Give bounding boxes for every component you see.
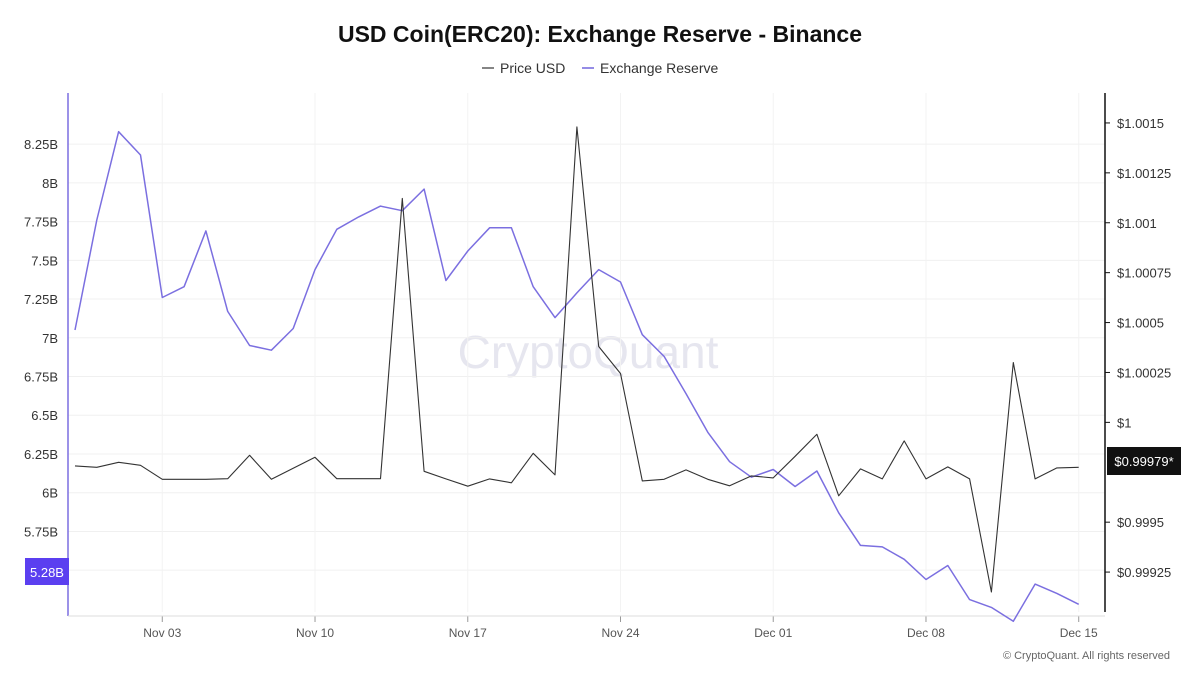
right-y-ticks: $0.99925 $0.9995 $1 $1.00025 $1.0005 $1.00075… (1105, 116, 1171, 580)
price-current-badge: $0.99979* (1107, 447, 1181, 475)
x-tick-label: Nov 17 (449, 626, 487, 640)
y-right-tick-label: $1.0015 (1117, 116, 1164, 131)
y-left-tick-label: 6B (42, 486, 58, 501)
y-left-tick-label: 7B (42, 331, 58, 346)
legend: Price USD Exchange Reserve (482, 60, 719, 76)
x-tick-label: Dec 01 (754, 626, 792, 640)
legend-label-reserve[interactable]: Exchange Reserve (600, 60, 719, 76)
copyright: © CryptoQuant. All rights reserved (1003, 650, 1170, 662)
reserve-current-badge: 5.28B (25, 558, 69, 585)
x-tick-label: Nov 03 (143, 626, 181, 640)
y-right-tick-label: $0.99925 (1117, 565, 1171, 580)
y-right-tick-label: $1.0005 (1117, 316, 1164, 331)
y-left-tick-label: 7.25B (24, 292, 58, 307)
y-right-tick-label: $1 (1117, 415, 1131, 430)
y-left-tick-label: 6.25B (24, 447, 58, 462)
y-left-tick-label: 8B (42, 176, 58, 191)
price-badge-bg (1107, 447, 1181, 475)
y-right-tick-label: $1.00075 (1117, 266, 1171, 281)
y-left-tick-label: 7.75B (24, 215, 58, 230)
axes (67, 93, 1106, 616)
y-left-tick-label: 7.5B (31, 253, 58, 268)
series (74, 126, 1080, 623)
y-left-tick-label: 5.75B (24, 524, 58, 539)
y-right-tick-label: $0.9995 (1117, 515, 1164, 530)
x-tick-label: Nov 24 (601, 626, 639, 640)
exchange-reserve-line[interactable] (74, 130, 1080, 623)
x-tick-label: Dec 15 (1060, 626, 1098, 640)
y-right-tick-label: $1.00125 (1117, 166, 1171, 181)
legend-label-price[interactable]: Price USD (500, 60, 565, 76)
y-left-tick-label: 6.75B (24, 370, 58, 385)
reserve-badge-bg (25, 558, 69, 585)
chart-title: USD Coin(ERC20): Exchange Reserve - Bina… (338, 21, 862, 47)
y-left-tick-label: 8.25B (24, 137, 58, 152)
y-right-tick-label: $1.001 (1117, 216, 1157, 231)
left-y-ticks: 5.5B5.75B6B6.25B6.5B6.75B7B7.25B7.5B7.75… (24, 137, 58, 578)
x-ticks: Nov 03 Nov 10 Nov 17 Nov 24 Dec 01 Dec 08 Dec … (68, 615, 1105, 640)
y-right-tick-label: $1.00025 (1117, 365, 1171, 380)
x-tick-label: Dec 08 (907, 626, 945, 640)
y-left-tick-label: 6.5B (31, 408, 58, 423)
watermark: CryptoQuant (458, 326, 719, 378)
reserve-badge-label: 5.28B (30, 565, 64, 580)
price-usd-line[interactable] (74, 126, 1079, 593)
price-badge-label: $0.99979* (1114, 454, 1173, 469)
x-tick-label: Nov 10 (296, 626, 334, 640)
grid (68, 93, 1105, 612)
